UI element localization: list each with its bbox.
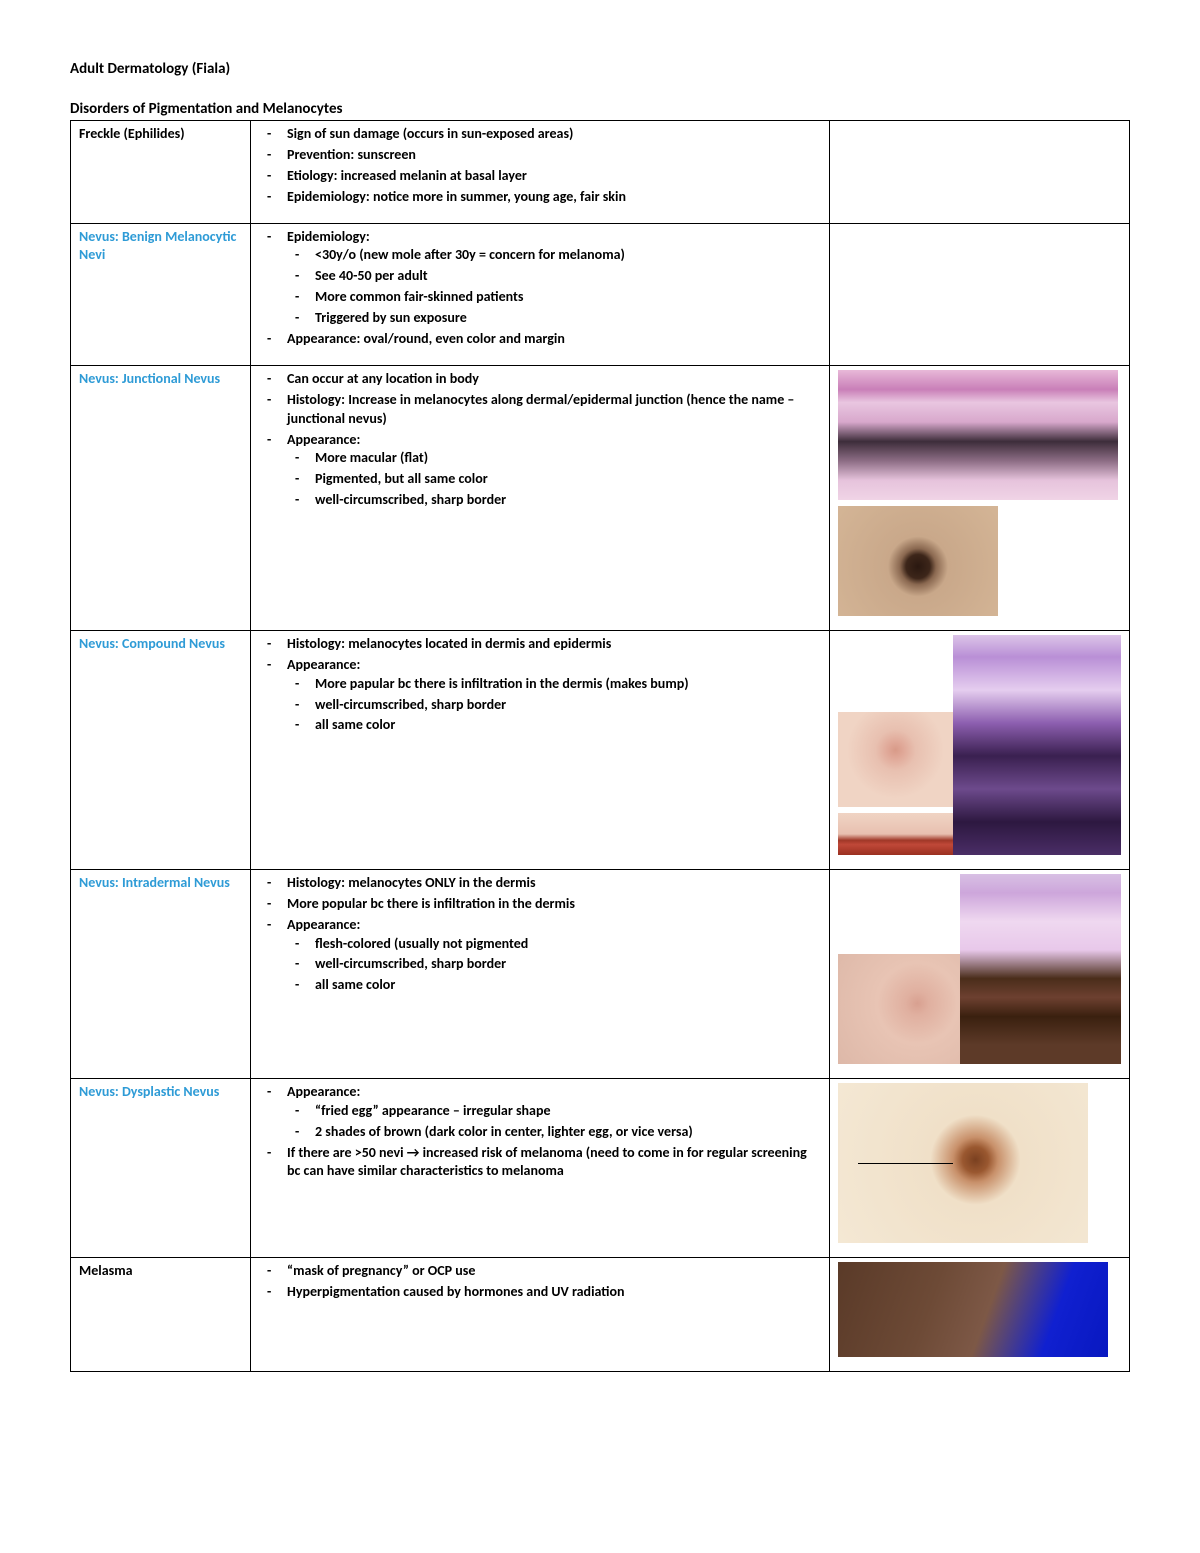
list-item: flesh-colored (usually not pigmented <box>287 935 821 954</box>
list-item: “mask of pregnancy” or OCP use <box>259 1262 821 1281</box>
bullet-list: Appearance:“fried egg” appearance – irre… <box>259 1083 821 1181</box>
figure-image <box>838 1262 1108 1357</box>
disorder-name-label: Nevus: Junctional Nevus <box>79 370 220 387</box>
table-row: Freckle (Ephilides) Sign of sun damage (o… <box>71 121 1130 224</box>
list-item: Appearance:More macular (flat)Pigmented,… <box>259 431 821 511</box>
figure-image <box>960 874 1121 1064</box>
bullet-list: More papular bc there is infiltration in… <box>287 675 821 736</box>
figure-image <box>838 1083 1088 1243</box>
list-item: Triggered by sun exposure <box>287 309 821 328</box>
disorders-table: Freckle (Ephilides) Sign of sun damage (o… <box>70 120 1130 1372</box>
figure-image <box>838 712 953 807</box>
table-row: Melasma “mask of pregnancy” or OCP use Hyp… <box>71 1257 1130 1371</box>
bullet-list: More macular (flat) Pigmented, but all sa… <box>287 449 821 510</box>
list-item: Histology: melanocytes located in dermis… <box>259 635 821 654</box>
disorder-name-label: Nevus: Dysplastic Nevus <box>79 1083 219 1100</box>
description-cell: Histology: melanocytes located in dermis… <box>251 630 830 869</box>
disorder-name: Nevus: Junctional Nevus <box>71 365 251 630</box>
list-item: See 40-50 per adult <box>287 267 821 286</box>
list-item: Appearance:“fried egg” appearance – irre… <box>259 1083 821 1142</box>
description-cell: “mask of pregnancy” or OCP use Hyperpigme… <box>251 1257 830 1371</box>
list-item: Histology: melanocytes ONLY in the dermi… <box>259 874 821 893</box>
list-item: Pigmented, but all same color <box>287 470 821 489</box>
image-cell <box>830 1078 1130 1257</box>
list-item: More common fair-skinned patients <box>287 288 821 307</box>
list-item: Epidemiology: notice more in summer, you… <box>259 188 821 207</box>
disorder-name: Nevus: Benign Melanocytic Nevi <box>71 223 251 365</box>
list-item: well-circumscribed, sharp border <box>287 491 821 510</box>
description-cell: Can occur at any location in body Histolo… <box>251 365 830 630</box>
disorder-name-label: Nevus: Benign Melanocytic Nevi <box>79 228 236 264</box>
bullet-list: Histology: melanocytes located in dermis… <box>259 635 821 735</box>
list-item: “fried egg” appearance – irregular shape <box>287 1102 821 1121</box>
list-item: Appearance: oval/round, even color and m… <box>259 330 821 349</box>
list-item: More papular bc there is infiltration in… <box>287 675 821 694</box>
disorder-name: Nevus: Compound Nevus <box>71 630 251 869</box>
image-cell <box>830 121 1130 224</box>
description-cell: Appearance:“fried egg” appearance – irre… <box>251 1078 830 1257</box>
disorder-name-label: Melasma <box>79 1262 133 1279</box>
list-item: well-circumscribed, sharp border <box>287 955 821 974</box>
image-cell <box>830 630 1130 869</box>
list-item: More macular (flat) <box>287 449 821 468</box>
table-row: Nevus: Compound Nevus Histology: melanocy… <box>71 630 1130 869</box>
list-item: Appearance:More papular bc there is infi… <box>259 656 821 736</box>
disorder-name: Freckle (Ephilides) <box>71 121 251 224</box>
list-item: 2 shades of brown (dark color in center,… <box>287 1123 821 1142</box>
image-cell <box>830 869 1130 1078</box>
list-item: Epidemiology:<30y/o (new mole after 30y … <box>259 228 821 328</box>
disorder-name-label: Nevus: Compound Nevus <box>79 635 225 652</box>
disorder-name-label: Nevus: Intradermal Nevus <box>79 874 230 891</box>
list-item: all same color <box>287 716 821 735</box>
image-cell <box>830 1257 1130 1371</box>
figure-image <box>953 635 1121 855</box>
list-item: Histology: Increase in melanocytes along… <box>259 391 821 429</box>
figure-image <box>838 506 998 616</box>
image-cell <box>830 223 1130 365</box>
list-item: Can occur at any location in body <box>259 370 821 389</box>
description-cell: Sign of sun damage (occurs in sun-expose… <box>251 121 830 224</box>
description-cell: Histology: melanocytes ONLY in the dermi… <box>251 869 830 1078</box>
bullet-list: <30y/o (new mole after 30y = concern for… <box>287 246 821 328</box>
page-title: Adult Dermatology (Fiala) <box>70 60 1130 78</box>
list-item: Etiology: increased melanin at basal lay… <box>259 167 821 186</box>
list-item: If there are >50 nevi → increased risk o… <box>259 1144 821 1182</box>
bullet-list: “mask of pregnancy” or OCP use Hyperpigme… <box>259 1262 821 1302</box>
section-title: Disorders of Pigmentation and Melanocyte… <box>70 100 1130 118</box>
list-item: all same color <box>287 976 821 995</box>
list-item: More popular bc there is infiltration in… <box>259 895 821 914</box>
bullet-list: “fried egg” appearance – irregular shape… <box>287 1102 821 1142</box>
table-row: Nevus: Intradermal Nevus Histology: melan… <box>71 869 1130 1078</box>
figure-image <box>838 370 1118 500</box>
disorder-name-label: Freckle (Ephilides) <box>79 125 185 142</box>
bullet-list: Can occur at any location in body Histolo… <box>259 370 821 510</box>
disorder-name: Nevus: Intradermal Nevus <box>71 869 251 1078</box>
list-item: Hyperpigmentation caused by hormones and… <box>259 1283 821 1302</box>
bullet-list: flesh-colored (usually not pigmentedwell… <box>287 935 821 996</box>
bullet-list: Epidemiology:<30y/o (new mole after 30y … <box>259 228 821 349</box>
bullet-list: Sign of sun damage (occurs in sun-expose… <box>259 125 821 207</box>
table-row: Nevus: Junctional Nevus Can occur at any … <box>71 365 1130 630</box>
figure-image <box>838 813 953 855</box>
table-row: Nevus: Dysplastic Nevus Appearance:“fried… <box>71 1078 1130 1257</box>
list-item: Prevention: sunscreen <box>259 146 821 165</box>
bullet-list: Histology: melanocytes ONLY in the dermi… <box>259 874 821 995</box>
description-cell: Epidemiology:<30y/o (new mole after 30y … <box>251 223 830 365</box>
list-item: <30y/o (new mole after 30y = concern for… <box>287 246 821 265</box>
disorder-name: Melasma <box>71 1257 251 1371</box>
list-item: Sign of sun damage (occurs in sun-expose… <box>259 125 821 144</box>
disorder-name: Nevus: Dysplastic Nevus <box>71 1078 251 1257</box>
image-cell <box>830 365 1130 630</box>
list-item: Appearance:flesh-colored (usually not pi… <box>259 916 821 996</box>
figure-image <box>838 954 960 1064</box>
table-row: Nevus: Benign Melanocytic Nevi Epidemiolo… <box>71 223 1130 365</box>
list-item: well-circumscribed, sharp border <box>287 696 821 715</box>
